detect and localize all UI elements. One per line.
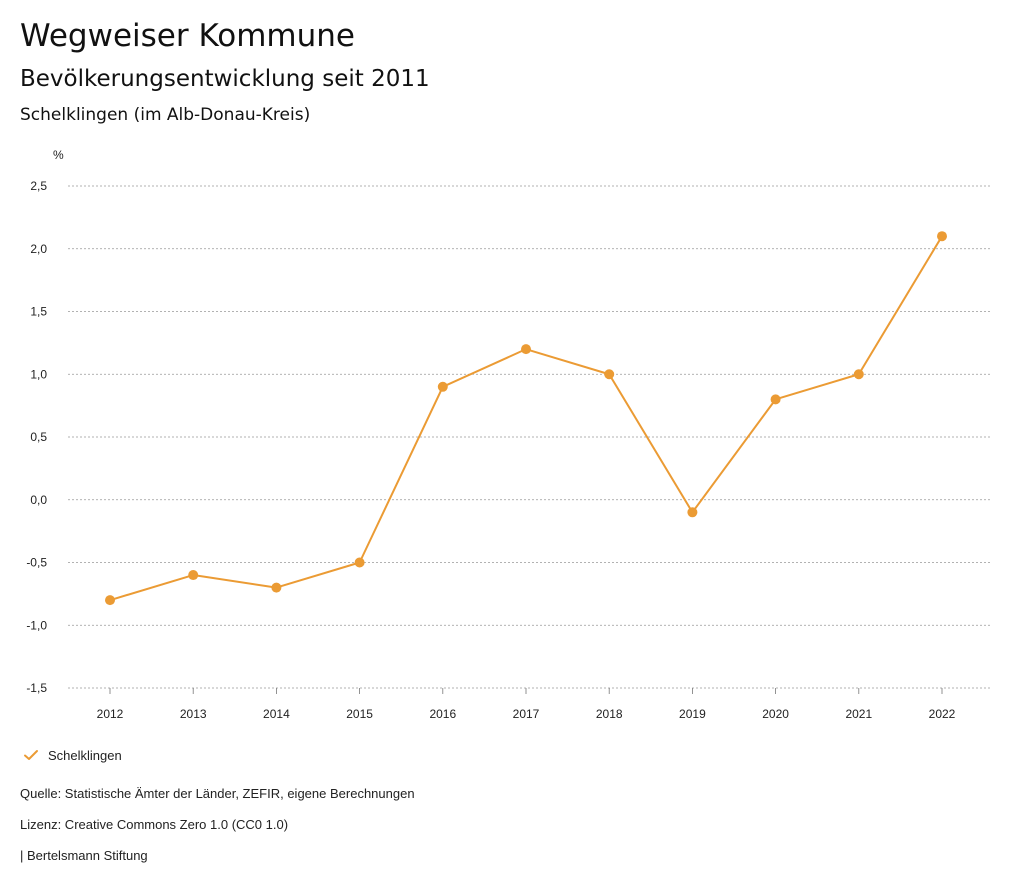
y-tick-label: 2,5 bbox=[30, 179, 47, 193]
data-point[interactable] bbox=[271, 582, 282, 593]
data-point[interactable] bbox=[521, 344, 531, 355]
y-tick-label: 1,5 bbox=[30, 305, 47, 319]
x-tick-label: 2022 bbox=[929, 707, 956, 721]
y-axis-unit-label: % bbox=[53, 148, 64, 162]
data-point[interactable] bbox=[188, 570, 199, 581]
x-tick-label: 2012 bbox=[97, 707, 124, 721]
grid-lines bbox=[68, 185, 990, 689]
y-tick-label: -0,5 bbox=[26, 556, 47, 570]
x-tick-label: 2014 bbox=[263, 707, 290, 721]
x-tick-label: 2013 bbox=[180, 707, 207, 721]
data-point[interactable] bbox=[437, 381, 448, 392]
data-point[interactable] bbox=[604, 369, 615, 380]
x-tick-label: 2018 bbox=[596, 707, 623, 721]
page-title: Wegweiser Kommune bbox=[20, 18, 355, 54]
axis-labels: 2,5 2,0 1,5 1,0 0,5 0,0 -0,5 -1,0 -1,5 2012 2013 20… bbox=[26, 179, 955, 721]
y-tick-label: -1,0 bbox=[26, 618, 47, 632]
y-tick-label: -1,5 bbox=[26, 681, 47, 695]
x-tick-label: 2016 bbox=[429, 707, 456, 721]
license-note: Lizenz: Creative Commons Zero 1.0 (CC0 1… bbox=[20, 817, 289, 832]
region-label: Schelklingen (im Alb-Donau-Kreis) bbox=[20, 105, 311, 125]
data-point[interactable] bbox=[105, 595, 115, 606]
x-tick-label: 2017 bbox=[513, 707, 540, 721]
series-line-schelklingen bbox=[109, 235, 943, 602]
x-tick-label: 2019 bbox=[679, 707, 706, 721]
source-note: Quelle: Statistische Ämter der Länder, Z… bbox=[20, 786, 415, 801]
legend[interactable]: Schelklingen bbox=[22, 745, 122, 765]
chart-subtitle: Bevölkerungsentwicklung seit 2011 bbox=[20, 66, 430, 92]
data-point[interactable] bbox=[770, 394, 781, 405]
check-icon bbox=[24, 750, 38, 760]
y-tick-label: 0,0 bbox=[30, 493, 47, 507]
x-tick-label: 2015 bbox=[346, 707, 373, 721]
x-tick-label: 2020 bbox=[762, 707, 789, 721]
data-point[interactable] bbox=[937, 231, 947, 242]
y-tick-label: 0,5 bbox=[30, 430, 47, 444]
x-tick-label: 2021 bbox=[845, 707, 872, 721]
y-tick-label: 1,0 bbox=[30, 367, 47, 381]
line-chart: % 2,5 2,0 1,5 1,0 0,5 0,0 -0,5 -1,0 -1,5 2012 2013… bbox=[26, 148, 990, 721]
series-layer bbox=[105, 231, 947, 606]
data-point[interactable] bbox=[687, 507, 698, 518]
legend-label: Schelklingen bbox=[48, 747, 122, 763]
brand-note: | Bertelsmann Stiftung bbox=[20, 848, 148, 863]
y-tick-label: 2,0 bbox=[30, 242, 47, 256]
data-point[interactable] bbox=[853, 369, 864, 380]
data-point[interactable] bbox=[354, 557, 365, 568]
